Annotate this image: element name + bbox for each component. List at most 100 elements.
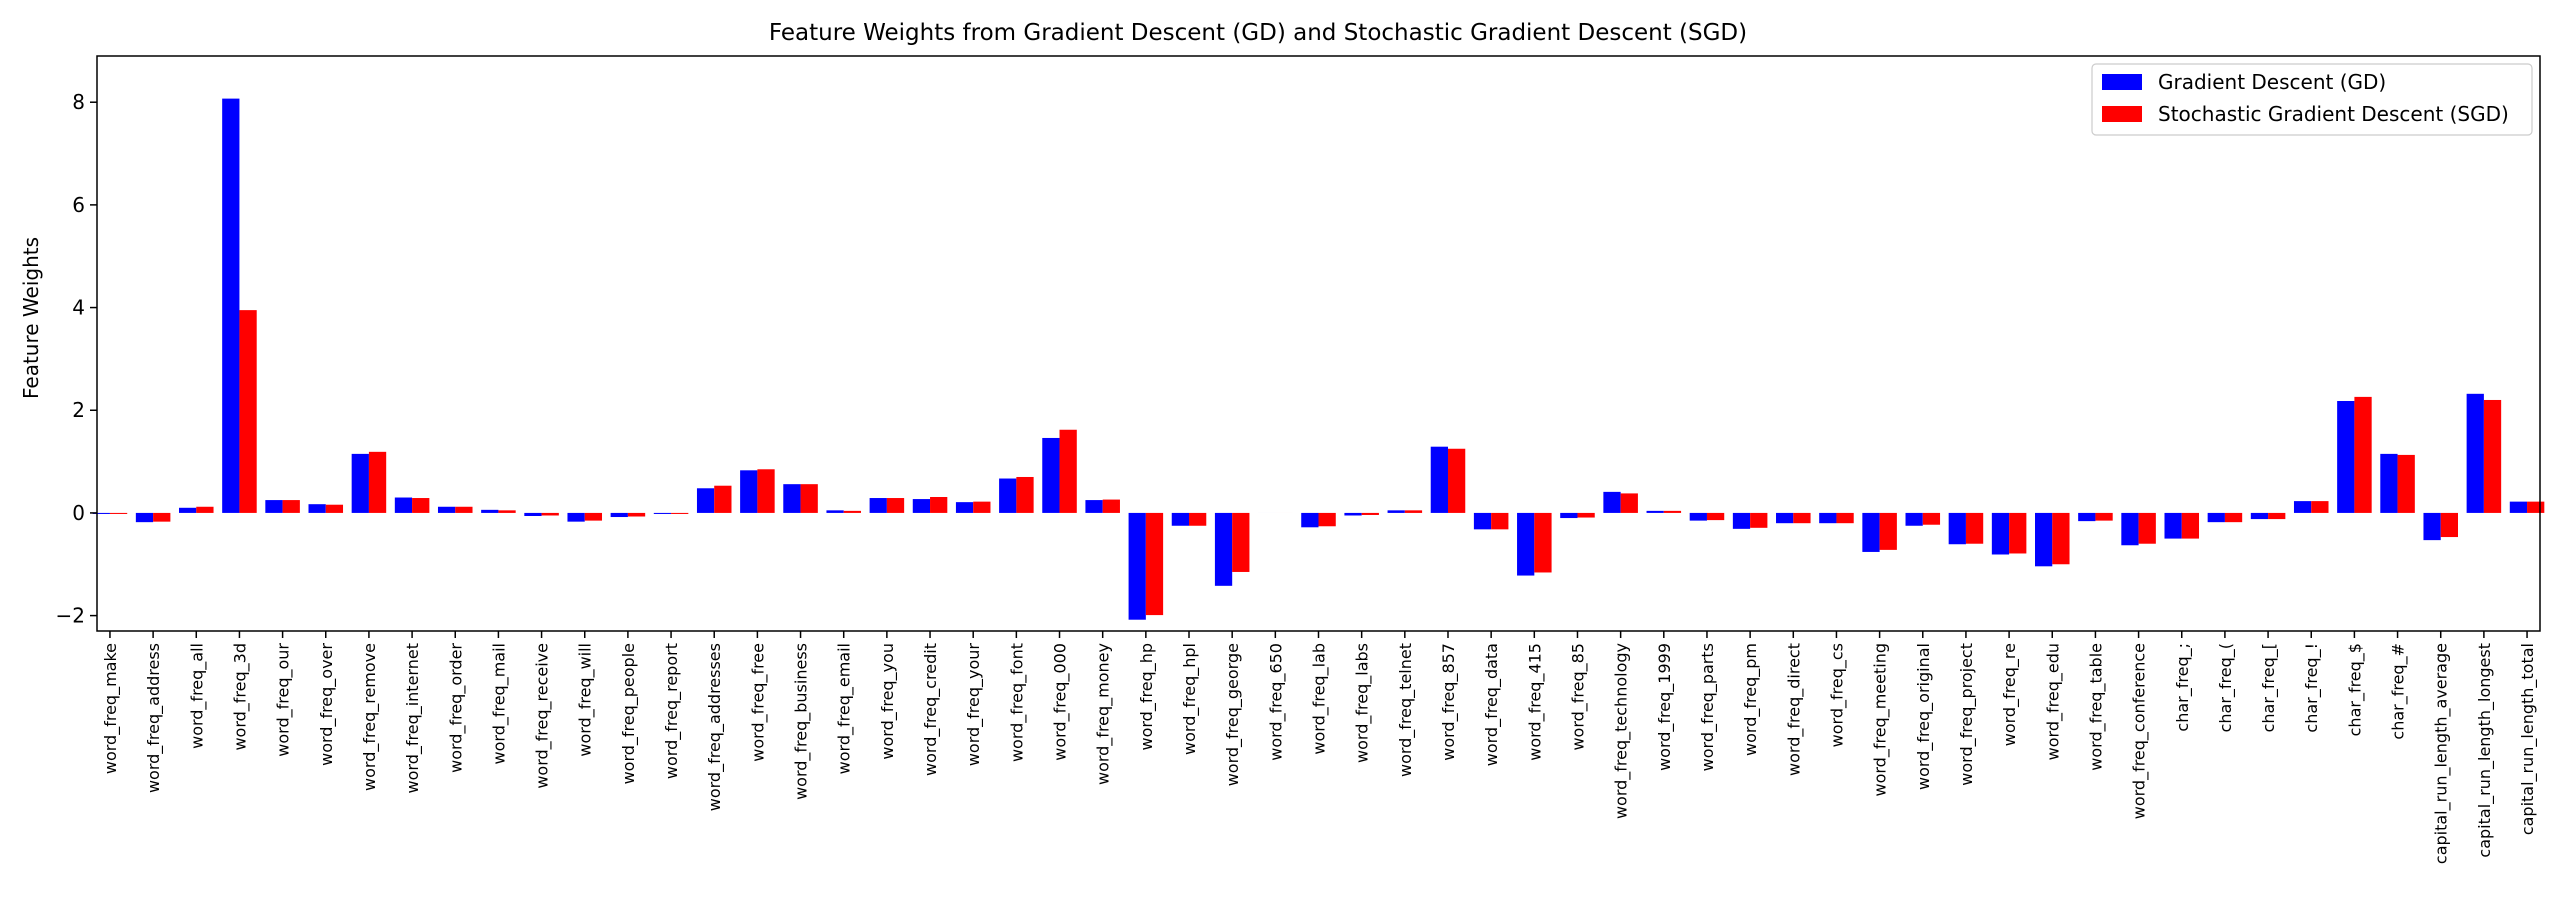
- x-tick-label-7: word_freq_internet: [403, 643, 423, 793]
- legend-label-gd: Gradient Descent (GD): [2158, 70, 2386, 94]
- bar-sgd-16: [800, 484, 818, 513]
- x-tick-label-48: char_freq_;: [2173, 643, 2193, 732]
- bar-gd-42: [1905, 512, 1923, 526]
- x-tick-label-38: word_freq_pm: [1741, 643, 1761, 756]
- x-tick-label-32: word_freq_data: [1482, 643, 1502, 766]
- x-tick-label-6: word_freq_remove: [360, 643, 380, 791]
- bar-gd-31: [1430, 446, 1448, 513]
- bar-sgd-20: [973, 501, 991, 513]
- bar-gd-39: [1776, 512, 1794, 524]
- x-tick-label-15: word_freq_free: [748, 643, 768, 762]
- bar-gd-0: [92, 512, 110, 514]
- bar-gd-40: [1819, 512, 1837, 524]
- x-tick-label-2: word_freq_all: [187, 643, 207, 749]
- bar-gd-35: [1603, 491, 1621, 513]
- x-tick-label-5: word_freq_over: [317, 643, 337, 766]
- bar-sgd-6: [368, 451, 387, 513]
- bar-sgd-8: [455, 506, 473, 513]
- bar-gd-29: [1344, 512, 1362, 516]
- bar-sgd-5: [325, 504, 344, 513]
- bar-gd-24: [1128, 512, 1146, 620]
- x-tick-label-45: word_freq_edu: [2043, 643, 2063, 760]
- bar-gd-50: [2250, 512, 2269, 520]
- x-tick-label-52: char_freq_$: [2345, 643, 2365, 736]
- bar-sgd-13: [671, 512, 689, 514]
- legend-label-sgd: Stochastic Gradient Descent (SGD): [2158, 102, 2509, 126]
- bar-sgd-24: [1145, 512, 1164, 616]
- bar-gd-44: [1991, 512, 2010, 555]
- x-tick-label-1: word_freq_address: [144, 643, 164, 793]
- x-tick-label-25: word_freq_hpl: [1180, 643, 1200, 755]
- bar-sgd-40: [1836, 512, 1854, 524]
- x-tick-label-42: word_freq_original: [1914, 643, 1934, 790]
- x-tick-label-40: word_freq_cs: [1827, 643, 1847, 747]
- bar-sgd-17: [843, 510, 861, 513]
- bar-sgd-42: [1922, 512, 1941, 525]
- bar-gd-28: [1301, 512, 1319, 528]
- bar-sgd-11: [584, 512, 603, 521]
- bar-gd-36: [1646, 510, 1664, 513]
- bar-sgd-36: [1663, 510, 1682, 513]
- x-tick-label-19: word_freq_credit: [921, 643, 941, 776]
- x-tick-label-23: word_freq_money: [1094, 643, 1114, 785]
- bar-gd-23: [1085, 500, 1103, 513]
- x-tick-label-39: word_freq_direct: [1784, 643, 1804, 776]
- x-tick-label-8: word_freq_order: [446, 643, 466, 773]
- bar-sgd-55: [2483, 399, 2502, 513]
- bar-sgd-35: [1620, 493, 1638, 513]
- bar-gd-7: [394, 497, 413, 513]
- bar-sgd-53: [2397, 454, 2415, 513]
- x-tick-label-18: word_freq_you: [878, 643, 898, 760]
- bar-sgd-12: [627, 512, 646, 517]
- bar-gd-55: [2466, 393, 2484, 513]
- legend-box: [2091, 63, 2533, 136]
- x-tick-label-30: word_freq_telnet: [1396, 643, 1416, 777]
- bar-sgd-39: [1793, 512, 1811, 524]
- bar-sgd-14: [714, 485, 732, 513]
- bar-gd-11: [567, 512, 585, 522]
- x-tick-label-11: word_freq_will: [576, 643, 596, 757]
- bar-gd-30: [1387, 510, 1405, 513]
- bar-gd-6: [351, 453, 369, 513]
- bar-sgd-47: [2138, 512, 2156, 544]
- x-tick-label-44: word_freq_re: [2000, 643, 2020, 746]
- bar-sgd-46: [2095, 512, 2113, 521]
- bar-sgd-25: [1189, 512, 1207, 526]
- x-tick-label-36: word_freq_1999: [1655, 643, 1675, 771]
- y-tick-label-5: 8: [72, 90, 85, 114]
- x-tick-label-28: word_freq_lab: [1310, 643, 1330, 755]
- x-tick-label-12: word_freq_people: [619, 643, 639, 784]
- bar-sgd-19: [930, 497, 948, 513]
- bar-gd-17: [826, 510, 844, 513]
- y-tick-label-1: 0: [72, 501, 85, 525]
- bar-gd-12: [610, 512, 628, 518]
- x-tick-label-41: word_freq_meeting: [1871, 643, 1891, 796]
- x-axis-ticks: word_freq_make word_freq_address word_freq…: [101, 631, 2538, 864]
- x-tick-label-37: word_freq_parts: [1698, 643, 1718, 771]
- x-tick-label-21: word_freq_font: [1007, 643, 1027, 762]
- bar-gd-48: [2164, 512, 2182, 539]
- bar-gd-52: [2337, 401, 2355, 513]
- bar-gd-13: [653, 512, 672, 514]
- bar-sgd-43: [1965, 512, 1984, 544]
- bar-gd-32: [1473, 512, 1492, 530]
- y-tick-label-3: 4: [72, 296, 85, 320]
- bar-sgd-32: [1491, 512, 1509, 530]
- bar-gd-47: [2121, 512, 2139, 546]
- bar-sgd-29: [1361, 512, 1379, 515]
- chart-title: Feature Weights from Gradient Descent (G…: [769, 20, 1747, 46]
- bar-gd-21: [999, 478, 1017, 513]
- bars-layer: [92, 98, 2545, 620]
- bar-sgd-56: [2527, 501, 2545, 513]
- bar-sgd-30: [1404, 510, 1423, 513]
- bar-sgd-52: [2354, 396, 2372, 513]
- x-tick-label-46: word_freq_table: [2086, 643, 2106, 771]
- bar-gd-1: [135, 512, 154, 523]
- x-tick-label-13: word_freq_report: [662, 643, 682, 779]
- x-tick-label-51: char_freq_!: [2302, 643, 2322, 733]
- x-tick-label-14: word_freq_addresses: [705, 643, 725, 811]
- bar-sgd-34: [1577, 512, 1595, 518]
- x-tick-label-55: capital_run_length_longest: [2475, 643, 2495, 858]
- x-tick-label-33: word_freq_415: [1525, 643, 1545, 761]
- bar-gd-8: [437, 506, 456, 513]
